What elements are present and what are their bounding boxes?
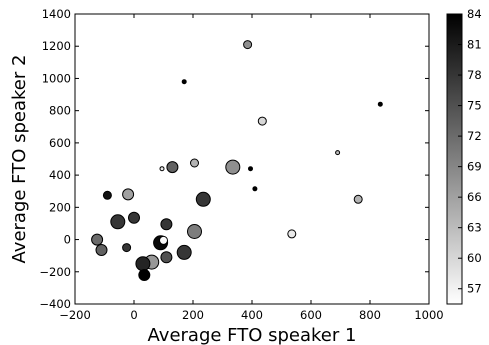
- y-tick-label: 1000: [42, 71, 71, 85]
- colorbar-tick-label: 69: [467, 160, 482, 174]
- scatter-point-1: [243, 40, 253, 50]
- y-tick-label: 0: [64, 233, 71, 247]
- scatter-point-19: [187, 224, 202, 239]
- scatter-point-8: [225, 159, 241, 175]
- x-tick-label: −200: [59, 308, 91, 322]
- points-layer: [91, 40, 383, 281]
- scatter-point-27: [160, 251, 173, 264]
- scatter-point-12: [102, 190, 112, 200]
- colorbar-tick-label: 66: [467, 190, 482, 204]
- y-tick-label: 200: [49, 200, 71, 214]
- x-axis: −200 0 200 400 600 800 1000: [59, 14, 444, 322]
- x-tick-label: 200: [182, 308, 204, 322]
- scatter-point-4: [257, 116, 267, 126]
- scatter-point-2: [181, 79, 187, 85]
- scatter-point-24: [122, 243, 132, 253]
- x-tick-label: 400: [241, 308, 263, 322]
- colorbar-tick-label: 75: [467, 99, 482, 113]
- y-tick-label: 600: [49, 136, 71, 150]
- colorbar-tick-label: 84: [467, 7, 482, 21]
- colorbar-tick-label: 63: [467, 221, 482, 235]
- x-tick-label: 600: [300, 308, 322, 322]
- colorbar-tick-label: 78: [467, 68, 482, 82]
- scatter-point-14: [353, 194, 363, 204]
- scatter-point-25: [95, 244, 108, 256]
- scatter-point-20: [287, 229, 297, 239]
- scatter-point-30: [138, 269, 151, 281]
- colorbar-tick-label: 57: [467, 282, 482, 296]
- scatter-point-10: [248, 166, 253, 172]
- colorbar-tick-label: 81: [467, 38, 482, 52]
- y-axis: −400 −200 0 200 400 600 800 1000 1200 1400: [39, 7, 429, 311]
- scatter-point-13: [122, 188, 135, 201]
- scatter-point-26: [176, 244, 192, 260]
- scatter-point-17: [128, 211, 140, 224]
- y-tick-label: 800: [49, 104, 71, 118]
- x-tick-label: 800: [359, 308, 381, 322]
- colorbar-axis: 57 60 63 66 69 72 75 78 81 84: [458, 7, 482, 296]
- scatter-point-5: [335, 150, 341, 156]
- scatter-point-29: [135, 256, 151, 272]
- scatter-point-18: [160, 218, 173, 231]
- scatter-point-16: [110, 214, 126, 230]
- colorbar-tick-label: 72: [467, 129, 482, 143]
- x-axis-title: Average FTO speaker 1: [148, 325, 357, 345]
- plot-frame: [74, 13, 430, 305]
- y-tick-label: 1400: [42, 7, 71, 21]
- y-tick-label: 400: [49, 168, 71, 182]
- scatter-point-6: [190, 158, 199, 168]
- scatter-point-9: [159, 166, 165, 172]
- y-tick-label: −200: [39, 265, 71, 279]
- scatter-point-3: [377, 101, 383, 107]
- scatter-point-15: [195, 191, 211, 207]
- x-tick-label: 0: [130, 308, 137, 322]
- scatter-point-7: [166, 161, 179, 174]
- y-tick-label: 1200: [42, 39, 71, 53]
- scatter-point-23: [159, 235, 168, 245]
- scatter-point-21: [91, 233, 104, 246]
- colorbar-tick-label: 60: [467, 251, 482, 265]
- x-tick-label: 1000: [414, 308, 443, 322]
- scatter-point-11: [252, 186, 258, 192]
- y-tick-label: −400: [39, 297, 71, 311]
- y-axis-title: Average FTO speaker 2: [9, 55, 30, 264]
- colorbar-gradient: [446, 13, 463, 305]
